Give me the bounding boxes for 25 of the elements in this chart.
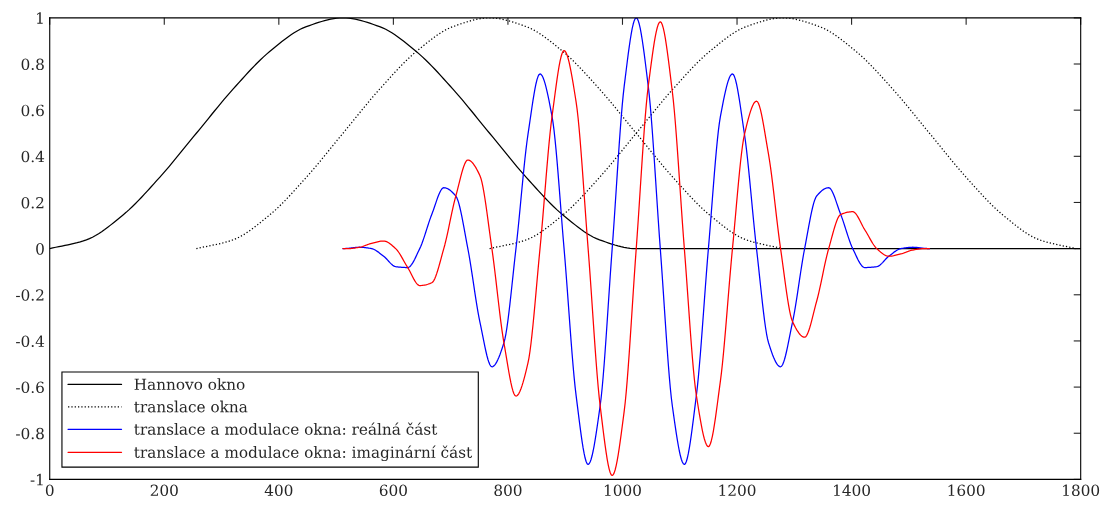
y-tick-label: -0.6 (16, 381, 44, 394)
x-tick-label: 1600 (948, 484, 985, 497)
x-tick-label: 0 (45, 484, 54, 497)
y-tick-label: 0 (36, 243, 44, 255)
y-tick-label: 0.4 (21, 150, 45, 163)
y-tick-label: -0.4 (16, 335, 45, 347)
y-tick-label: 0.8 (21, 58, 44, 71)
x-tick-label: 800 (494, 484, 522, 497)
y-tick-label: -1 (30, 473, 43, 486)
x-tick-label: 1800 (1063, 484, 1100, 497)
y-tick-label: 0.6 (21, 104, 44, 117)
x-tick-label: 200 (150, 484, 178, 497)
y-tick-label: 0.2 (21, 196, 44, 209)
legend-label: translace okna (134, 400, 248, 413)
x-tick-label: 600 (379, 484, 407, 497)
y-tick-label: 1 (37, 12, 43, 24)
y-tick-label: -0.8 (16, 427, 44, 440)
legend-label: translace a modulace okna: reálná část (134, 422, 438, 435)
legend-label: translace a modulace okna: imaginární část (134, 445, 473, 462)
x-tick-label: 1000 (604, 484, 641, 497)
legend-label: Hannovo okno (134, 378, 245, 390)
y-tick-label: -0.2 (16, 289, 44, 301)
x-tick-label: 400 (264, 484, 293, 497)
x-tick-label: 1200 (719, 484, 756, 497)
x-tick-label: 1400 (834, 484, 871, 497)
